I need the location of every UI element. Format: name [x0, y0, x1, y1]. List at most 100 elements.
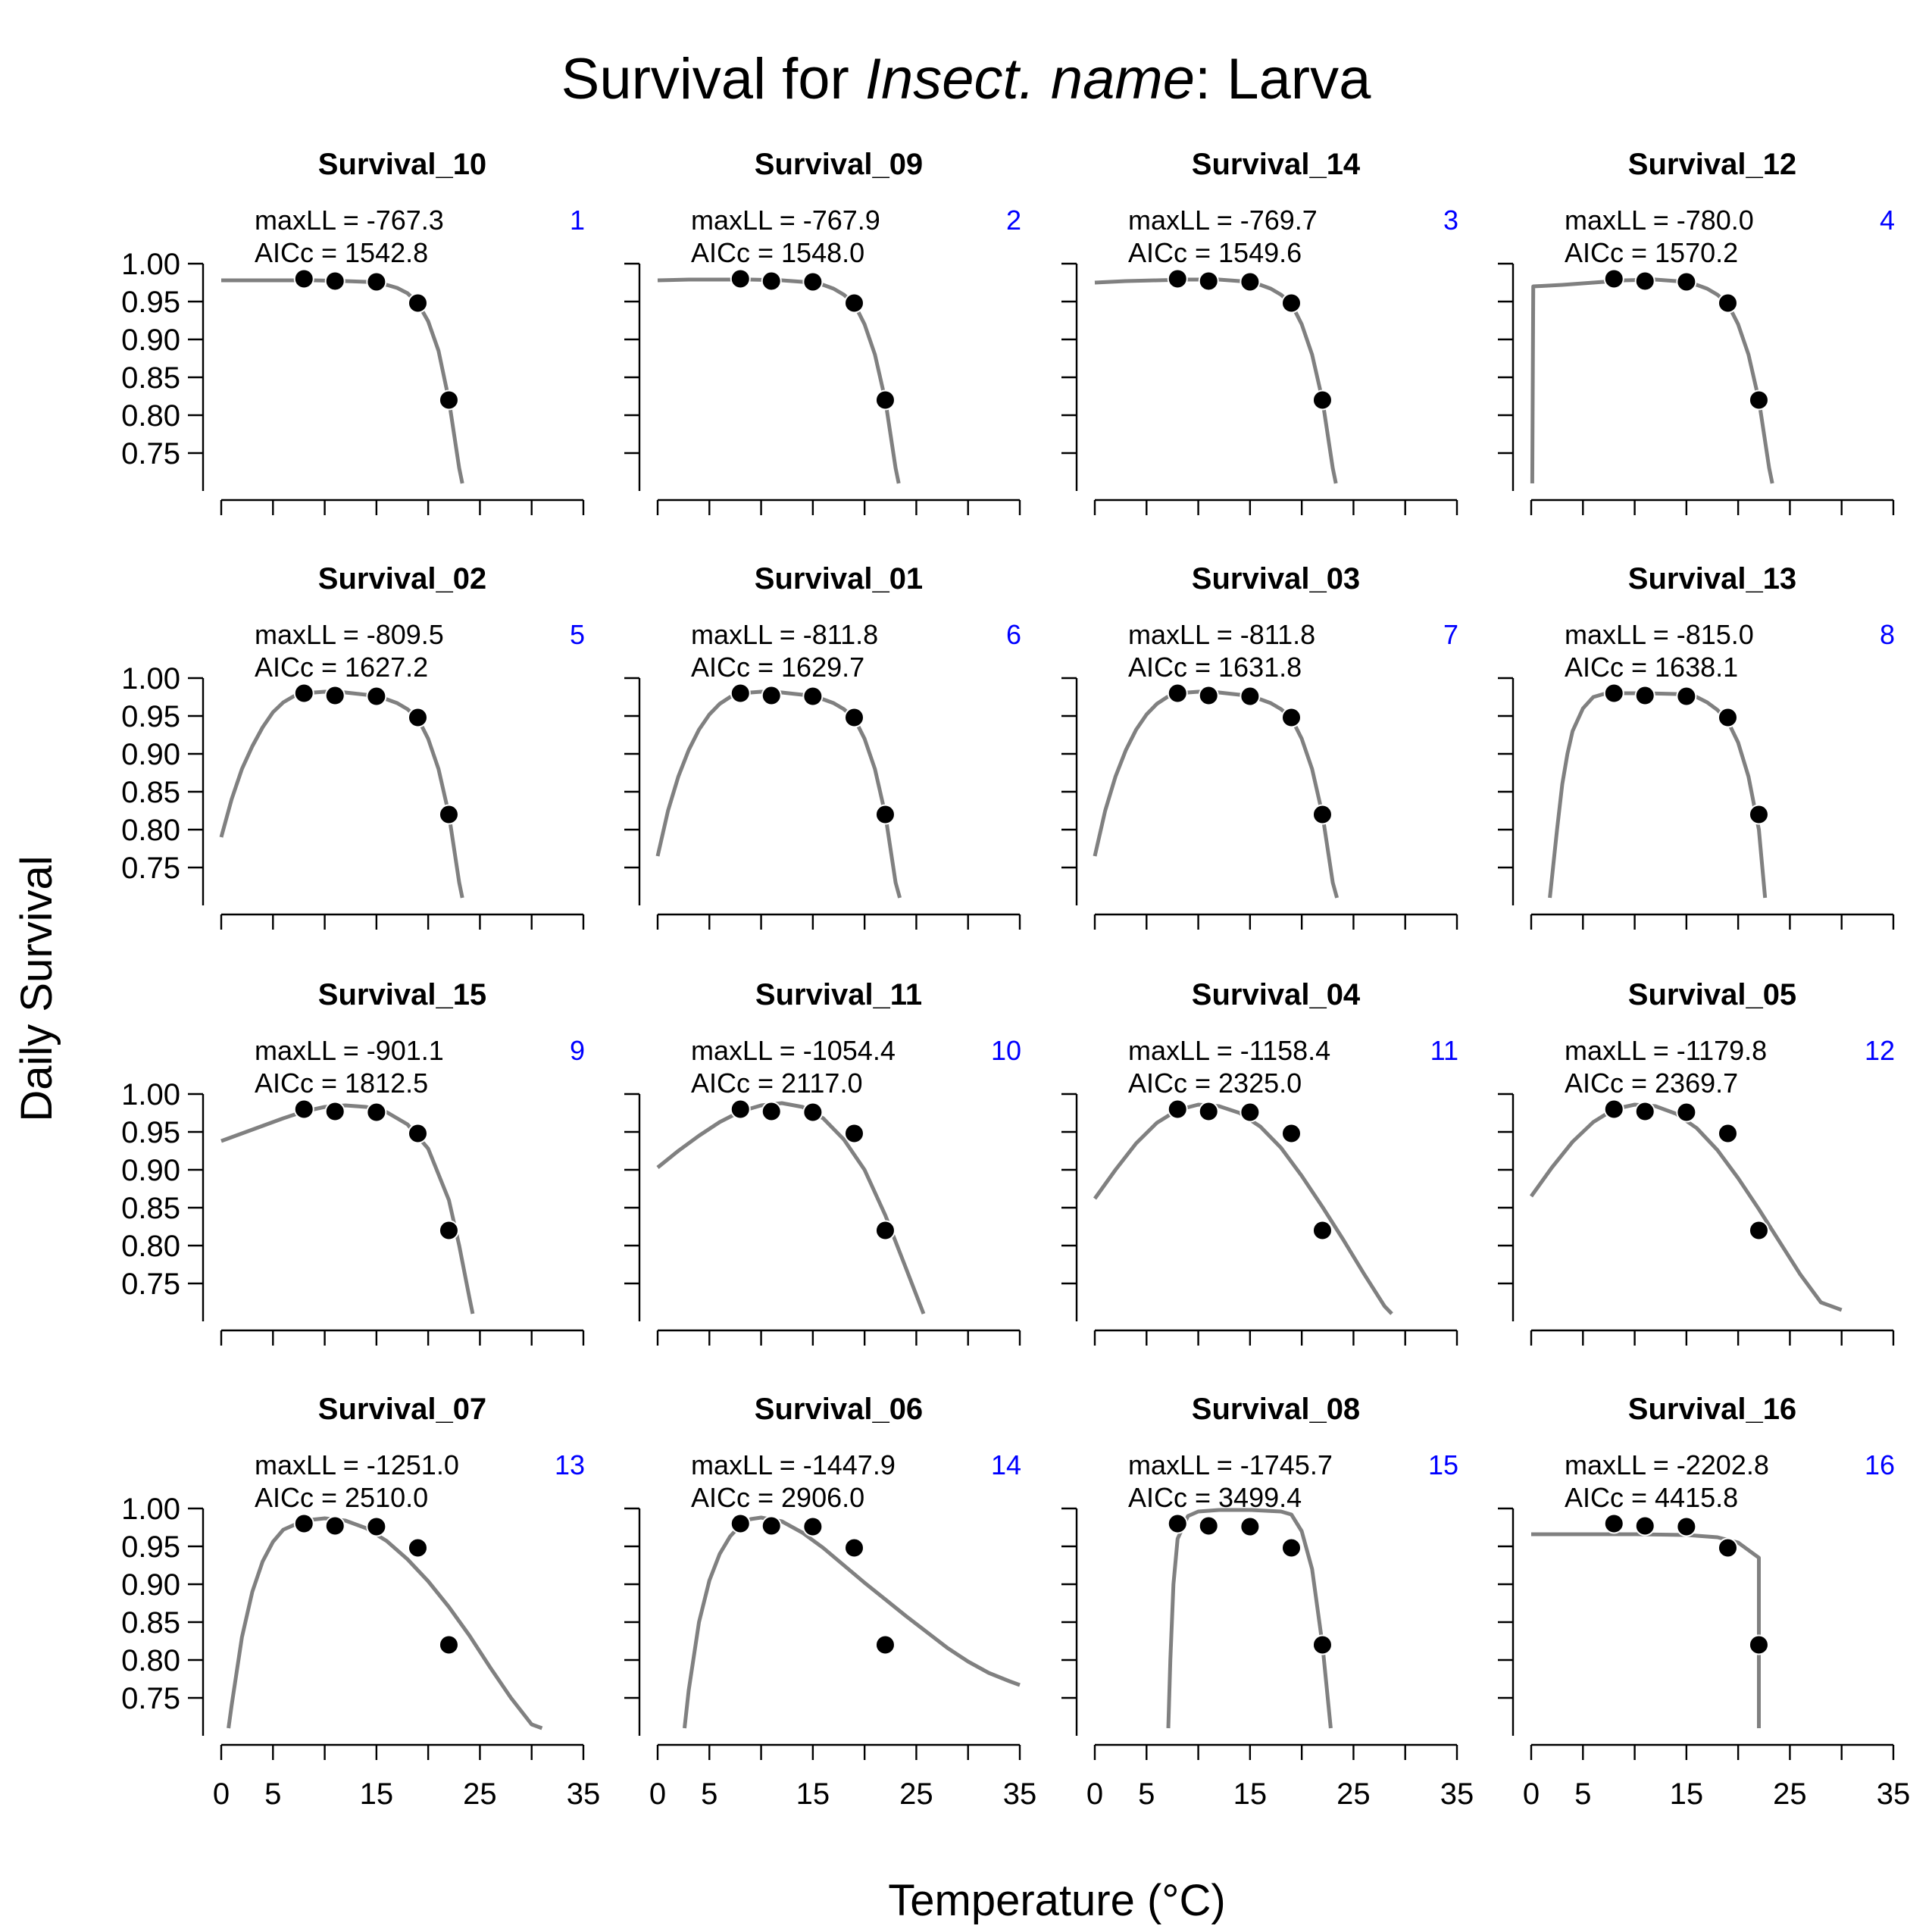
panel-title: Survival_10	[318, 148, 486, 181]
y-tick-label: 0.80	[121, 1644, 180, 1677]
panel-title: Survival_16	[1628, 1393, 1796, 1426]
data-point	[761, 1515, 782, 1537]
data-point	[1198, 685, 1219, 706]
panel-title: Survival_09	[755, 148, 923, 181]
x-tick-label: 15	[1670, 1777, 1704, 1811]
fitted-curve	[657, 277, 901, 484]
x-tick-label: 25	[463, 1777, 497, 1811]
data-point	[293, 1099, 314, 1120]
x-tick-label: 0	[649, 1777, 666, 1811]
panel-title: Survival_12	[1628, 148, 1796, 181]
panel-maxll: maxLL = -1179.8	[1565, 1035, 1767, 1066]
fitted-curve	[219, 689, 464, 899]
data-point	[1311, 1220, 1333, 1241]
panel-maxll: maxLL = -780.0	[1565, 205, 1754, 236]
panel-aicc: AICc = 1570.2	[1565, 237, 1738, 268]
panel-aicc: AICc = 1542.8	[255, 237, 428, 268]
x-tick-label: 0	[213, 1777, 230, 1811]
x-tick-label: 0	[1086, 1777, 1103, 1811]
x-tick-label: 15	[360, 1777, 394, 1811]
data-point	[1280, 1537, 1302, 1558]
data-point	[802, 1516, 824, 1537]
panel-rank: 8	[1880, 619, 1895, 650]
panel-maxll: maxLL = -1251.0	[255, 1449, 459, 1480]
y-tick-label: 1.00	[121, 662, 180, 696]
x-tick-label: 25	[1773, 1777, 1807, 1811]
data-point	[1198, 1101, 1219, 1122]
panel-maxll: maxLL = -815.0	[1565, 619, 1754, 650]
fitted-curve	[221, 278, 464, 484]
data-point	[1676, 271, 1697, 292]
data-point	[874, 804, 896, 825]
panel-rank: 6	[1006, 619, 1021, 650]
data-point	[407, 707, 428, 728]
data-point	[1280, 292, 1302, 314]
x-tick-label: 35	[1003, 1777, 1037, 1811]
panel-maxll: maxLL = -767.9	[691, 205, 880, 236]
y-axis-label: Daily Survival	[12, 855, 61, 1121]
panel-title: Survival_04	[1192, 978, 1361, 1011]
panel-maxll: maxLL = -1158.4	[1128, 1035, 1330, 1066]
fitted-curve	[1531, 1532, 1761, 1728]
panel-aicc: AICc = 1629.7	[691, 652, 864, 683]
y-tick-label: 0.85	[121, 1192, 180, 1225]
fitted-curve	[1094, 277, 1338, 484]
y-tick-label: 0.90	[121, 1154, 180, 1187]
panel-maxll: maxLL = -2202.8	[1565, 1449, 1769, 1480]
data-point	[1634, 270, 1655, 292]
x-tick-label: 5	[1574, 1777, 1591, 1811]
data-point	[1748, 804, 1769, 825]
panel-aicc: AICc = 2510.0	[255, 1482, 428, 1513]
panel-rank: 1	[570, 205, 585, 236]
y-tick-label: 0.95	[121, 286, 180, 319]
data-point	[1603, 1513, 1624, 1534]
data-point	[802, 686, 824, 707]
data-point	[438, 1220, 459, 1241]
y-tick-label: 1.00	[121, 1493, 180, 1526]
y-tick-label: 0.75	[121, 437, 180, 470]
figure-title-italic: Insect. name	[865, 47, 1195, 111]
data-point	[1603, 683, 1624, 704]
x-tick-label: 5	[701, 1777, 717, 1811]
panel-rank: 5	[570, 619, 585, 650]
data-point	[1167, 683, 1188, 704]
panel-aicc: AICc = 2906.0	[691, 1482, 864, 1513]
fitted-curve	[683, 1515, 1021, 1729]
data-point	[1280, 707, 1302, 728]
y-tick-label: 0.95	[121, 1116, 180, 1149]
panel-rank: 3	[1443, 205, 1458, 236]
x-tick-label: 35	[1877, 1777, 1911, 1811]
data-point	[293, 683, 314, 704]
data-point	[1311, 804, 1333, 825]
x-tick-label: 5	[1138, 1777, 1155, 1811]
y-tick-label: 0.75	[121, 1682, 180, 1715]
data-point	[843, 292, 864, 314]
data-point	[843, 707, 864, 728]
data-point	[1240, 686, 1261, 707]
y-tick-label: 0.95	[121, 1530, 180, 1564]
data-point	[874, 1634, 896, 1655]
panel-maxll: maxLL = -901.1	[255, 1035, 444, 1066]
data-point	[438, 804, 459, 825]
data-point	[874, 389, 896, 411]
panel-title: Survival_07	[318, 1393, 486, 1426]
panel-maxll: maxLL = -811.8	[691, 619, 878, 650]
y-tick-label: 0.95	[121, 700, 180, 733]
data-point	[324, 1101, 345, 1122]
panel-rank: 10	[991, 1035, 1021, 1066]
data-point	[366, 1102, 387, 1123]
data-point	[438, 389, 459, 411]
data-point	[1676, 686, 1697, 707]
data-point	[366, 1516, 387, 1537]
panel-title: Survival_06	[755, 1393, 923, 1426]
data-point	[1748, 1634, 1769, 1655]
panel-aicc: AICc = 1812.5	[255, 1068, 428, 1099]
fitted-curve	[655, 689, 902, 899]
